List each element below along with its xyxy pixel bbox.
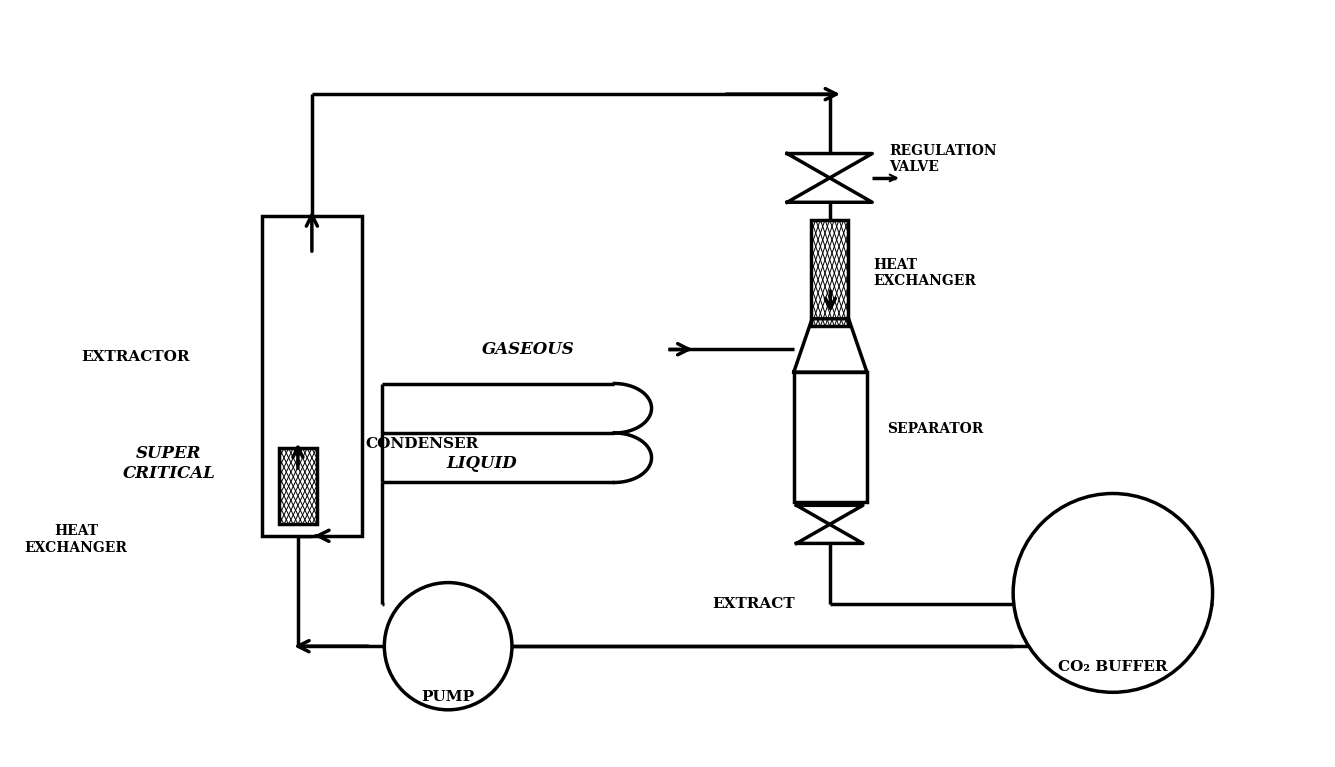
Text: EXTRACTOR: EXTRACTOR bbox=[81, 350, 190, 364]
Text: REGULATION
VALVE: REGULATION VALVE bbox=[889, 143, 997, 174]
Bar bbox=[262, 216, 362, 536]
Bar bbox=[279, 448, 316, 525]
Polygon shape bbox=[788, 153, 872, 178]
Text: GASEOUS: GASEOUS bbox=[482, 341, 574, 357]
Polygon shape bbox=[797, 525, 862, 543]
Ellipse shape bbox=[384, 583, 511, 709]
Text: HEAT
EXCHANGER: HEAT EXCHANGER bbox=[873, 258, 976, 288]
Text: SUPER
CRITICAL: SUPER CRITICAL bbox=[123, 445, 215, 482]
Ellipse shape bbox=[1013, 493, 1212, 693]
Text: PUMP: PUMP bbox=[422, 690, 475, 704]
Polygon shape bbox=[794, 319, 866, 372]
Bar bbox=[812, 220, 848, 327]
Text: CONDENSER: CONDENSER bbox=[364, 437, 478, 452]
Bar bbox=[794, 372, 866, 502]
Text: EXTRACT: EXTRACT bbox=[713, 597, 796, 611]
Polygon shape bbox=[788, 178, 872, 202]
Text: SEPARATOR: SEPARATOR bbox=[886, 422, 983, 436]
Text: CO₂ BUFFER: CO₂ BUFFER bbox=[1059, 660, 1168, 673]
Polygon shape bbox=[797, 505, 862, 525]
Text: LIQUID: LIQUID bbox=[446, 455, 517, 472]
Text: HEAT
EXCHANGER: HEAT EXCHANGER bbox=[24, 525, 127, 555]
